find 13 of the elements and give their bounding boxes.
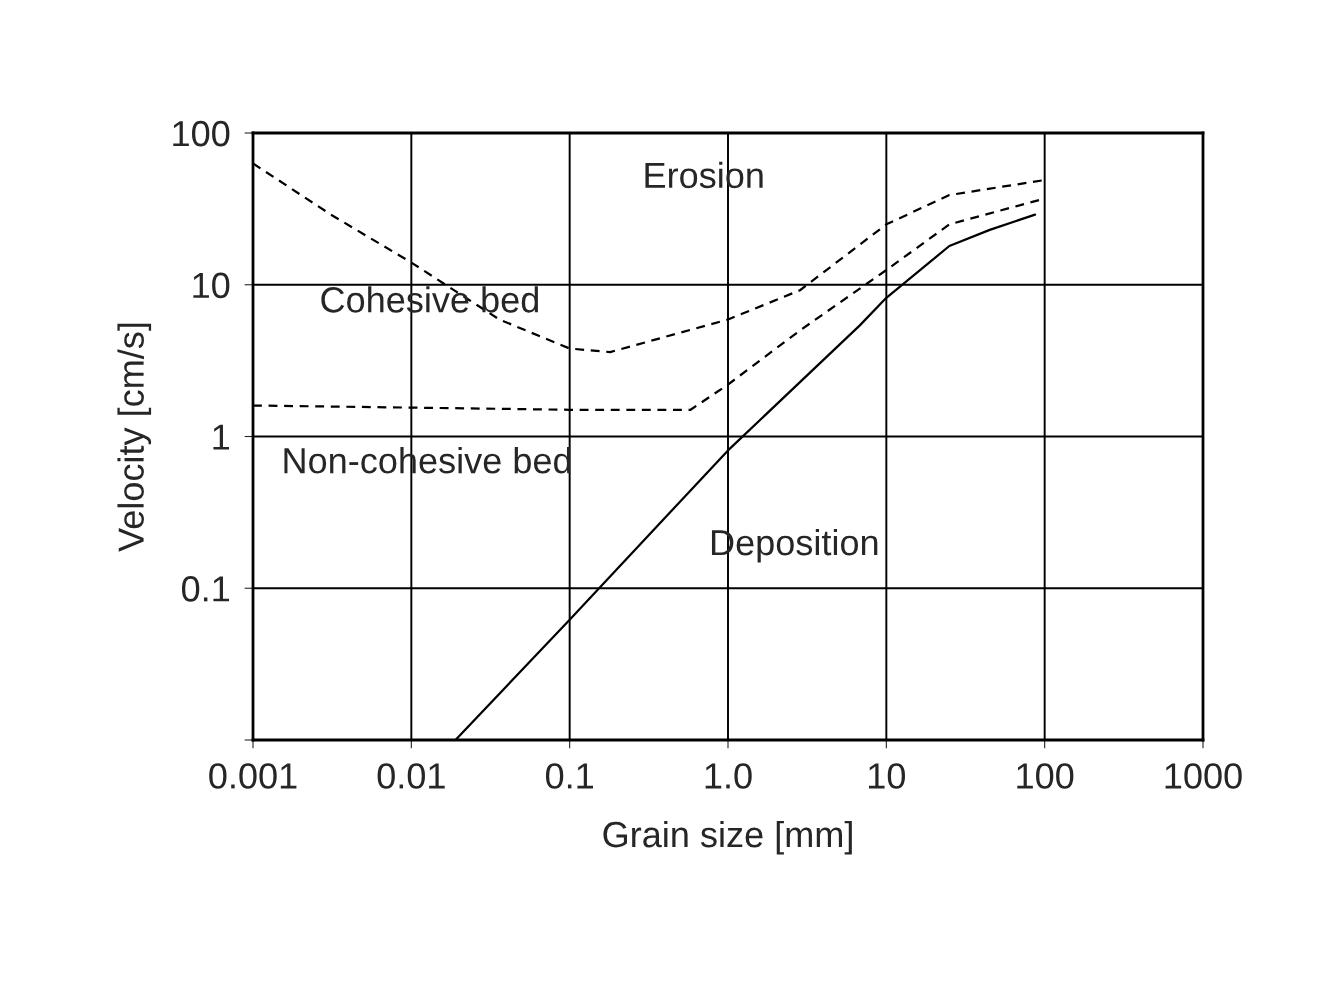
x-tick-label: 1.0 <box>705 763 752 789</box>
x-tick-label: 10 <box>869 763 906 789</box>
x-tick-label: 100 <box>1017 763 1074 789</box>
x-tick-label: 0.01 <box>377 763 445 789</box>
y-tick-label: 10 <box>193 272 230 299</box>
x-tick-label: 0.001 <box>209 763 297 789</box>
x-tick-label: 0.1 <box>545 763 594 789</box>
y-tick-label: 0.1 <box>181 576 230 602</box>
y-tick-label: 1 <box>213 424 230 450</box>
x-axis-title: Grain size [mm] <box>603 820 852 855</box>
y-axis-title: Velocity [cm/s] <box>117 323 152 552</box>
x-tick-label: 1000 <box>1165 763 1242 789</box>
y-tick-label: 100 <box>173 120 230 147</box>
